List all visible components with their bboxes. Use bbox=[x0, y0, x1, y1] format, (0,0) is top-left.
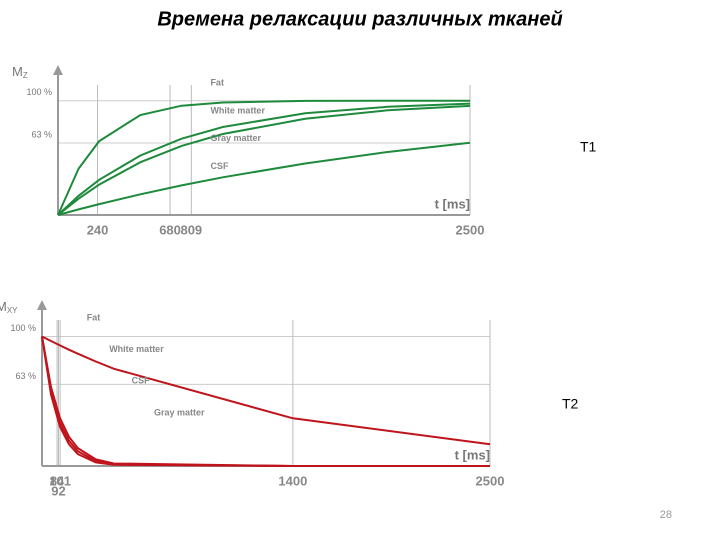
series-line bbox=[41, 335, 491, 446]
series-name: Fat bbox=[87, 312, 101, 322]
x-tick-label: 2500 bbox=[476, 473, 505, 488]
x-tick-label: 680 bbox=[159, 222, 181, 237]
y-tick-label: 63 % bbox=[15, 371, 36, 381]
x-tick-label: 809 bbox=[180, 222, 202, 237]
x-tick-label: 84 bbox=[50, 473, 65, 488]
series-line bbox=[57, 104, 471, 216]
y-tick-label: 100 % bbox=[26, 87, 52, 97]
series-name: CSF bbox=[210, 161, 229, 171]
y-axis-label-sub: XY bbox=[7, 306, 18, 315]
x-tick-label: 92 bbox=[51, 483, 65, 498]
x-tick-label: 240 bbox=[87, 222, 109, 237]
page-number: 28 bbox=[660, 509, 672, 521]
y-axis-arrow bbox=[37, 300, 47, 310]
chart-annotation: T2 bbox=[562, 396, 579, 412]
y-axis-label: MZ bbox=[12, 64, 28, 80]
series-line bbox=[57, 141, 471, 216]
x-axis-label: t [ms] bbox=[435, 196, 470, 211]
y-axis-label-sub: Z bbox=[23, 71, 28, 80]
series-name: White matter bbox=[210, 105, 265, 115]
x-tick-label: 1400 bbox=[278, 473, 307, 488]
series-name: Fat bbox=[210, 77, 224, 87]
y-axis-label-main: M bbox=[12, 64, 23, 79]
series-line bbox=[41, 336, 490, 467]
series-name: White matter bbox=[109, 344, 164, 354]
series-name: Gray matter bbox=[154, 407, 205, 417]
y-axis-label: MXY bbox=[0, 299, 18, 315]
slide-title: Времена релаксации различных тканей bbox=[157, 8, 562, 30]
chart-annotation: T1 bbox=[580, 139, 597, 155]
x-tick-label: 2500 bbox=[456, 222, 485, 237]
series-line bbox=[57, 99, 470, 216]
y-axis-arrow bbox=[53, 65, 63, 75]
y-tick-label: 63 % bbox=[31, 129, 52, 139]
series-line bbox=[41, 336, 490, 467]
y-axis-label-main: M bbox=[0, 299, 7, 314]
y-tick-label: 100 % bbox=[10, 323, 36, 333]
x-tick-label: 101 bbox=[49, 473, 71, 488]
series-name: Gray matter bbox=[210, 133, 261, 143]
series-name: CSF bbox=[132, 376, 151, 386]
series-line bbox=[41, 336, 490, 467]
x-axis-label: t [ms] bbox=[455, 447, 490, 462]
series-line bbox=[57, 102, 471, 216]
